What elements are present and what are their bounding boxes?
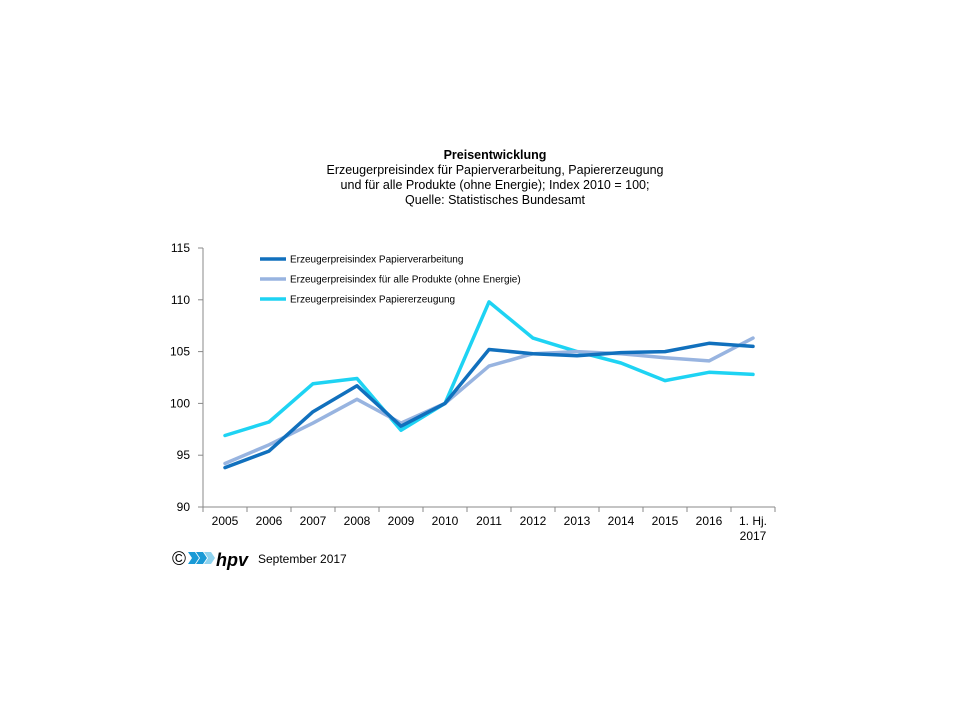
y-tick-label: 90 [177,500,191,514]
x-tick-label: 2010 [432,514,459,528]
chart-axes: 90 95 100 105 110 115 2005 2006 2007 2008 2009 2010… [170,241,776,543]
legend-label-2: Erzeugerpreisindex für alle Produkte (oh… [290,275,521,286]
series-line-2 [223,336,755,466]
chart-series [223,300,755,470]
y-tick-label: 100 [170,396,190,410]
hpv-logo: hpv [188,550,249,570]
x-tick-label: 1. Hj. 2017 [739,514,767,543]
x-tick-label: 2011 [476,514,502,528]
x-tick-label: 2009 [388,514,415,528]
x-tick-label: 2008 [344,514,371,528]
series-line-3 [223,300,755,438]
copyright-symbol: © [172,548,186,570]
x-tick-label: 2012 [520,514,547,528]
x-tick-label: 2014 [608,514,635,528]
hpv-logo-text: hpv [216,550,249,570]
x-tick-label: 2007 [300,514,327,528]
x-tick-label: 2005 [212,514,239,528]
footer: © hpv September 2017 [172,545,347,573]
y-tick-label: 95 [177,448,191,462]
legend-label-1: Erzeugerpreisindex Papierverarbeitung [290,255,463,266]
y-tick-label: 115 [171,241,190,255]
chart-subtitle-line-2: und für alle Produkte (ohne Energie); In… [340,178,650,192]
chart-legend: Erzeugerpreisindex Papierverarbeitung Erz… [260,255,521,306]
chart-subtitle-line-1: Erzeugerpreisindex für Papierverarbeitun… [326,163,664,177]
legend-label-3: Erzeugerpreisindex Papiererzeugung [290,295,455,306]
chart-title-block: Preisentwicklung Erzeugerpreisindex für … [0,148,960,208]
x-tick-label: 2015 [652,514,679,528]
y-tick-label: 105 [170,345,190,359]
y-tick-label: 110 [171,293,190,307]
footer-date: September 2017 [258,552,347,566]
x-tick-label: 2013 [564,514,591,528]
x-tick-label: 2016 [696,514,723,528]
chart-subtitle-line-3: Quelle: Statistisches Bundesamt [405,193,585,207]
x-tick-label: 2006 [256,514,283,528]
series-line-1 [223,341,755,470]
chart-title: Preisentwicklung [443,148,547,162]
